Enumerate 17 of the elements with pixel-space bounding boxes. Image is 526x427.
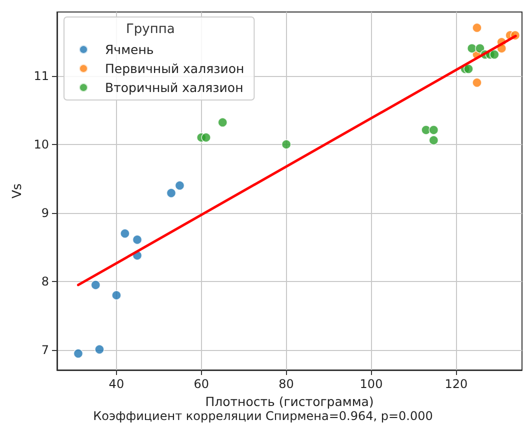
y-tick-label: 7: [41, 343, 49, 358]
y-tick-label: 8: [41, 274, 49, 289]
legend-label: Вторичный халязион: [105, 80, 244, 95]
x-tick-label: 120: [444, 377, 468, 391]
x-axis-title: Плотность (гистограмма): [205, 394, 374, 409]
text: Коэффициент корреляции Спирмена=0.964, p=0.000: [93, 409, 433, 423]
y-tick-label: 9: [41, 206, 49, 220]
x-tick-label: 60: [194, 377, 210, 391]
legend-label: Первичный халязион: [105, 61, 244, 76]
y-tick-label: 10: [34, 137, 49, 152]
x-tick-label: 80: [278, 377, 294, 391]
x-tick-label: 100: [360, 377, 383, 391]
legend-label: Ячмень: [105, 42, 154, 57]
y-axis-title: Vs: [8, 183, 24, 199]
x-tick-label: 40: [108, 377, 124, 391]
y-tick-label: 11: [34, 68, 49, 83]
legend-title: Группа: [126, 22, 175, 37]
